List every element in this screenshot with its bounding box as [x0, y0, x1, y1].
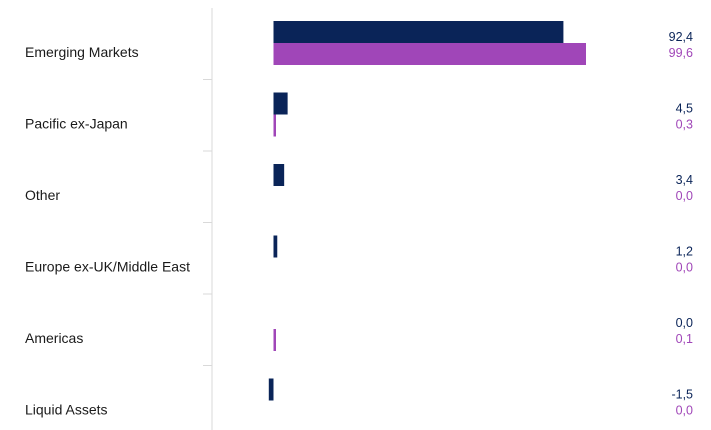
category-label: Americas — [25, 330, 83, 346]
value-label-series-1: 0,0 — [676, 316, 693, 330]
value-label-series-2: 0,0 — [676, 261, 693, 275]
bar-series-1 — [273, 92, 288, 115]
value-label-series-1: -1,5 — [671, 388, 693, 402]
value-label-series-2: 99,6 — [669, 46, 693, 60]
bar-series-1 — [273, 235, 278, 258]
category-label: Other — [25, 187, 60, 203]
category-label: Emerging Markets — [25, 44, 139, 60]
category-label: Europe ex-UK/Middle East — [25, 258, 190, 274]
bar-series-2 — [273, 43, 586, 65]
value-label-series-2: 0,1 — [676, 332, 693, 346]
value-label-series-1: 92,4 — [669, 30, 693, 44]
value-label-series-1: 1,2 — [676, 245, 693, 259]
bar-series-2 — [273, 329, 276, 351]
category-label: Pacific ex-Japan — [25, 115, 128, 131]
value-label-series-1: 4,5 — [676, 102, 693, 116]
value-label-series-1: 3,4 — [676, 173, 693, 187]
category-label: Liquid Assets — [25, 401, 108, 417]
bar-series-1 — [273, 164, 285, 186]
bar-series-2 — [273, 114, 276, 137]
bar-series-1 — [268, 378, 274, 401]
value-label-series-2: 0,0 — [676, 189, 693, 203]
value-label-series-2: 0,3 — [676, 118, 693, 132]
bar-series-1 — [273, 21, 564, 43]
value-label-series-2: 0,0 — [676, 404, 693, 418]
